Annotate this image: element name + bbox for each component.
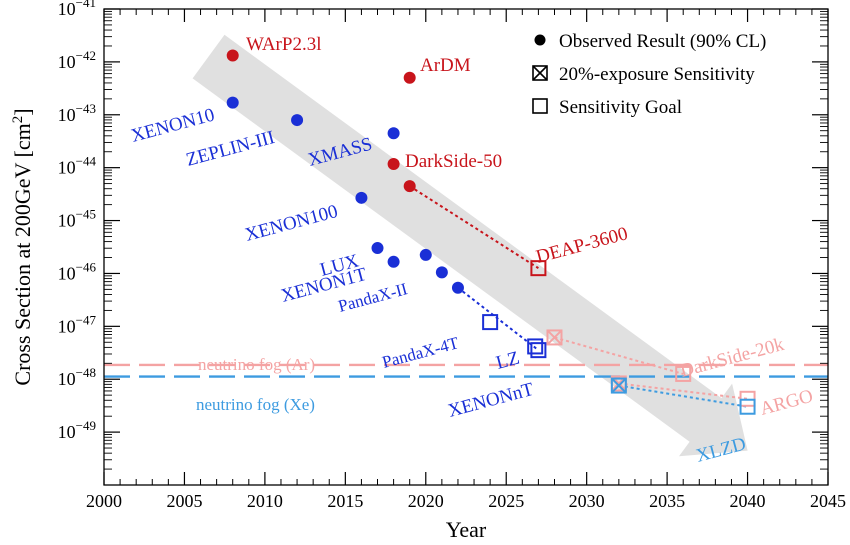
- observed-point-7: [355, 191, 368, 204]
- legend-label-goal: Sensitivity Goal: [559, 97, 682, 118]
- legend-label-crossed: 20%-exposure Sensitivity: [559, 64, 755, 85]
- label-warp: WArP2.3l: [246, 34, 321, 55]
- x-axis-label: Year: [446, 517, 487, 542]
- goal-square-6: [739, 398, 756, 415]
- x-tick-label-1: 2005: [166, 491, 202, 511]
- neutrino-fog-layer: [104, 363, 828, 378]
- label-fog-xe: neutrino fog (Xe): [196, 395, 315, 414]
- y-tick-label-7: 10−42: [58, 48, 96, 72]
- plot-frame: [103, 8, 829, 486]
- goal-square-3: [530, 342, 547, 359]
- x-tick-label-2: 2010: [247, 491, 283, 511]
- trend-arrow: [192, 34, 748, 457]
- goal-square-4: [675, 365, 692, 382]
- data-markers-layer: [226, 49, 756, 415]
- y-axis-ticks: 10−49 10−48 10−47 10−46 10−45 10−44 10−43 10−42…: [58, 0, 828, 470]
- observed-point-9: [387, 255, 400, 268]
- trend-arrow-layer: [192, 34, 748, 457]
- y-tick-label-5: 10−44: [58, 154, 97, 178]
- observed-point-3: [403, 180, 416, 193]
- label-fog-ar: neutrino fog (Ar): [198, 355, 315, 374]
- y-tick-label-1: 10−48: [58, 365, 96, 389]
- legend-marker-goal: [532, 98, 548, 114]
- x-tick-label-4: 2020: [408, 491, 444, 511]
- observed-point-0: [226, 49, 239, 62]
- observed-point-6: [387, 127, 400, 140]
- x-tick-label-0: 2000: [86, 491, 122, 511]
- label-xenonnt: XENONnT: [446, 379, 536, 422]
- observed-point-1: [403, 71, 416, 84]
- y-tick-label-0: 10−49: [58, 418, 96, 442]
- x-tick-label-3: 2015: [327, 491, 363, 511]
- x-tick-label-6: 2030: [569, 491, 605, 511]
- observed-point-10: [419, 248, 432, 261]
- label-zeplin-iii: ZEPLIN-III: [184, 127, 277, 171]
- y-axis-label: Cross Section at 200GeV [cm2]: [10, 108, 35, 385]
- observed-point-4: [226, 96, 239, 109]
- connector-3: [618, 382, 748, 400]
- crossed-square-2: [610, 377, 627, 394]
- y-tick-label-2: 10−47: [58, 312, 97, 336]
- label-darkside-50: DarkSide-50: [405, 151, 502, 172]
- observed-point-8: [371, 242, 384, 255]
- observed-point-11: [435, 266, 448, 279]
- legend: Observed Result (90% CL) 20%-exposure Se…: [532, 31, 766, 118]
- x-tick-label-8: 2040: [730, 491, 766, 511]
- legend-label-observed: Observed Result (90% CL): [559, 31, 766, 52]
- label-darkside-20k: DarkSide-20k: [678, 334, 787, 382]
- y-tick-label-4: 10−45: [58, 207, 96, 231]
- y-axis-label-superscript: 2: [10, 116, 26, 124]
- connector-4: [618, 384, 748, 408]
- label-deap-3600: DEAP-3600: [534, 223, 630, 268]
- label-argo: ARGO: [758, 386, 815, 420]
- x-tick-label-9: 2045: [810, 491, 846, 511]
- y-tick-label-6: 10−43: [58, 101, 96, 125]
- observed-point-12: [451, 281, 464, 294]
- x-tick-label-5: 2025: [488, 491, 524, 511]
- y-tick-label-8: 10−41: [58, 0, 96, 19]
- goal-square-0: [530, 260, 547, 277]
- label-xenon10: XENON10: [129, 104, 217, 146]
- connector-1: [457, 286, 540, 351]
- observed-point-5: [291, 114, 304, 127]
- goal-square-2: [527, 338, 544, 355]
- goal-square-1: [482, 314, 499, 331]
- observed-point-2: [387, 157, 400, 170]
- label-ardm: ArDM: [420, 55, 471, 76]
- label-xenon100: XENON100: [243, 201, 340, 246]
- connector-2: [554, 336, 684, 375]
- y-tick-label-3: 10−46: [58, 259, 97, 283]
- x-tick-label-7: 2035: [649, 491, 685, 511]
- axes: [103, 8, 829, 486]
- label-lz: LZ: [494, 348, 522, 374]
- x-axis-ticks: 2000 2005 2010 2015 2020 2025 2030 2035 2040 2045: [86, 9, 846, 511]
- connector-0: [409, 185, 539, 269]
- connector-lines-layer: [409, 185, 748, 408]
- legend-marker-observed: [534, 34, 546, 46]
- legend-marker-crossed: [532, 65, 548, 81]
- crossed-square-0: [546, 329, 563, 346]
